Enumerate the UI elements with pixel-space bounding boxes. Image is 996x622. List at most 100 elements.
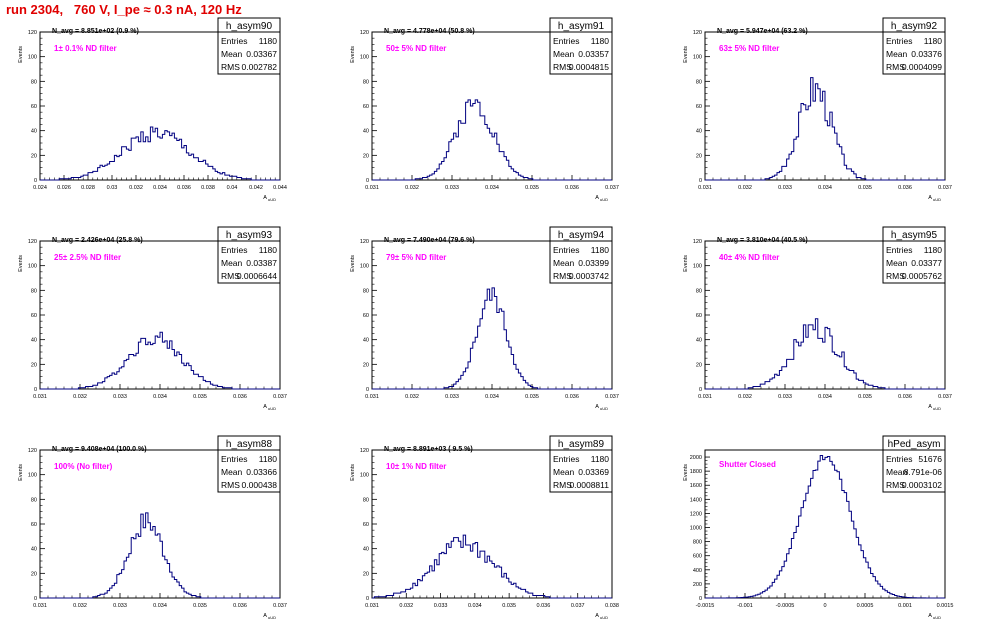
x-tick-label: 0.037 — [938, 185, 952, 191]
filter-annotation: 63± 5% ND filter — [719, 44, 779, 53]
histogram-panel-h_asym93: 0 20 40 60 80 100 120 0.031 0.032 0.033 0.034 0.035… — [18, 226, 287, 411]
stats-box — [549, 17, 613, 75]
y-tick-label: 60 — [363, 313, 369, 319]
y-tick-label: 800 — [693, 540, 702, 546]
y-axis-title: Events — [18, 46, 24, 63]
y-tick-label: 60 — [31, 313, 37, 319]
y-tick-label: 100 — [360, 55, 369, 61]
y-tick-label: 120 — [693, 239, 702, 245]
x-axis-title: A uUD — [928, 195, 941, 202]
y-tick-label: 1200 — [690, 511, 702, 517]
y-tick-label: 0 — [34, 596, 37, 602]
x-axis-title: A uUD — [595, 195, 608, 202]
navg-annotation: N_avg = 8.891e+03 ( 9.5 %) — [384, 446, 473, 453]
y-tick-label: 60 — [363, 522, 369, 528]
x-tick-label: 0.032 — [129, 185, 143, 191]
stats-label-rms: RMS — [886, 480, 905, 490]
y-tick-label: 0 — [366, 387, 369, 393]
stats-value-mean: 8.791e-06 — [904, 467, 943, 477]
y-tick-label: 20 — [31, 362, 37, 368]
histogram-series — [705, 455, 945, 599]
stats-box — [217, 226, 281, 284]
y-tick-label: 20 — [363, 362, 369, 368]
x-tick-label: 0.037 — [605, 185, 619, 191]
y-tick-label: 20 — [363, 571, 369, 577]
stats-label-rms: RMS — [221, 480, 240, 490]
x-tick-label: 0.035 — [525, 394, 539, 400]
stats-value-mean: 0.03367 — [246, 49, 277, 59]
histogram-series — [40, 512, 280, 599]
y-tick-label: 1800 — [690, 469, 702, 475]
y-tick-label: 20 — [31, 571, 37, 577]
x-axis-title: A uUD — [928, 404, 941, 411]
stats-label-entries: Entries — [221, 245, 247, 255]
x-tick-label: 0.03 — [107, 185, 118, 191]
x-tick-label: 0.038 — [201, 185, 215, 191]
y-tick-label: 20 — [31, 153, 37, 159]
y-tick-label: 2000 — [690, 455, 702, 461]
histogram-name: h_asym91 — [558, 21, 605, 32]
histogram-name: h_asym94 — [558, 230, 605, 241]
histogram-series — [372, 99, 612, 181]
stats-label-rms: RMS — [221, 271, 240, 281]
x-tick-label: 0.031 — [365, 185, 379, 191]
histogram-name: h_asym95 — [891, 230, 938, 241]
navg-annotation: N_avg = 3.810e+04 (40.5 %) — [717, 237, 808, 244]
histogram-name: h_asym93 — [226, 230, 273, 241]
y-tick-label: 100 — [360, 264, 369, 270]
x-tick-label: 0.033 — [445, 394, 459, 400]
x-tick-label: 0.035 — [525, 185, 539, 191]
histogram-series — [705, 77, 945, 181]
y-tick-label: 60 — [696, 104, 702, 110]
x-tick-label: 0.035 — [858, 394, 872, 400]
navg-annotation: N_avg = 8.851e+02 (0.9 %) — [52, 28, 139, 35]
histogram-panel-h_asym92: 0 20 40 60 80 100 120 0.031 0.032 0.033 0.034 0.035… — [683, 17, 952, 202]
x-tick-label: 0.037 — [273, 603, 287, 609]
x-tick-label: 0.042 — [249, 185, 263, 191]
stats-box — [549, 435, 613, 493]
y-tick-label: 40 — [363, 129, 369, 135]
y-tick-label: 120 — [360, 30, 369, 36]
stats-label-rms: RMS — [886, 62, 905, 72]
y-tick-label: 80 — [31, 497, 37, 503]
x-tick-label: -0.001 — [737, 603, 753, 609]
stats-value-rms: 0.0005762 — [902, 271, 942, 281]
stats-box — [217, 17, 281, 75]
stats-label-entries: Entries — [886, 245, 912, 255]
stats-value-rms: 0.002782 — [242, 62, 278, 72]
stats-label-mean: Mean — [886, 49, 908, 59]
x-tick-label: 0.035 — [502, 603, 516, 609]
histogram-name: h_asym92 — [891, 21, 938, 32]
x-tick-label: 0.035 — [858, 185, 872, 191]
x-tick-label: 0.031 — [698, 185, 712, 191]
stats-label-entries: Entries — [553, 245, 579, 255]
filter-annotation: 50± 5% ND filter — [386, 44, 446, 53]
y-tick-label: 40 — [31, 338, 37, 344]
x-tick-label: 0.034 — [153, 603, 167, 609]
stats-value-mean: 0.03366 — [246, 467, 277, 477]
stats-value-rms: 0.0006644 — [237, 271, 277, 281]
y-tick-label: 600 — [693, 554, 702, 560]
y-tick-label: 80 — [696, 288, 702, 294]
filter-annotation: 100% (No filter) — [54, 462, 113, 471]
y-tick-label: 40 — [363, 338, 369, 344]
y-axis-title: Events — [350, 46, 356, 63]
stats-value-rms: 0.0004099 — [902, 62, 942, 72]
stats-label-mean: Mean — [221, 49, 243, 59]
histogram-panel-h_asym89: 0 20 40 60 80 100 120 0.031 0.032 0.033 0.034 0.035… — [350, 435, 619, 620]
x-tick-label: 0.031 — [365, 603, 379, 609]
stats-value-entries: 1180 — [259, 454, 278, 464]
y-tick-label: 20 — [696, 362, 702, 368]
histogram-name: h_asym90 — [226, 21, 273, 32]
y-tick-label: 400 — [693, 568, 702, 574]
y-axis-title: Events — [683, 46, 689, 63]
x-tick-label: 0.032 — [738, 185, 752, 191]
x-tick-label: 0.033 — [445, 185, 459, 191]
y-tick-label: 120 — [360, 448, 369, 454]
stats-value-entries: 1180 — [591, 245, 610, 255]
y-axis-title: Events — [18, 255, 24, 272]
y-tick-label: 60 — [31, 104, 37, 110]
x-tick-label: 0.0015 — [937, 603, 954, 609]
stats-label-entries: Entries — [886, 36, 912, 46]
histogram-series — [40, 126, 280, 181]
